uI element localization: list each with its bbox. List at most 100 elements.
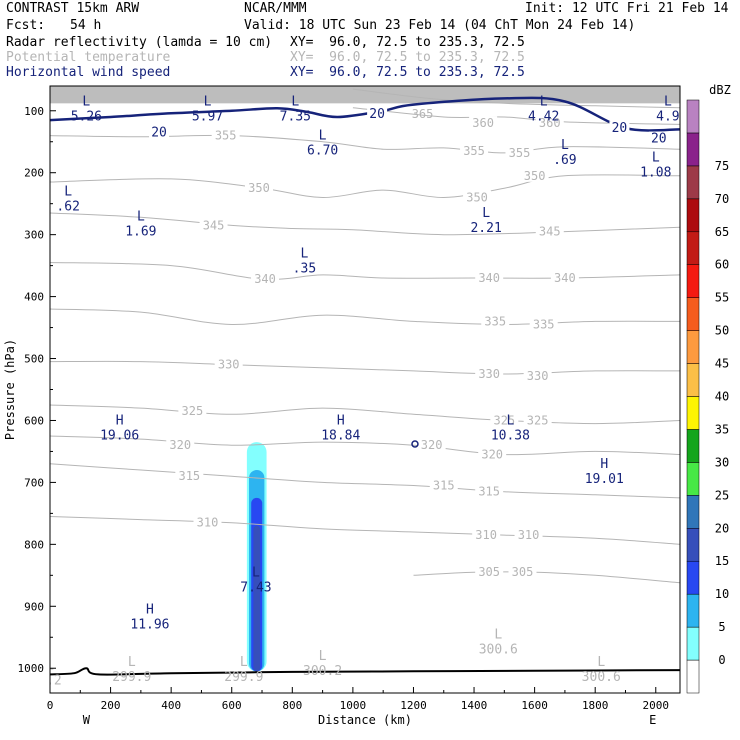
wind-contour-label: 20 [151, 125, 167, 140]
wind-extremum-marker: L [482, 206, 490, 221]
theta-contour-label: 325 [493, 413, 515, 427]
theta-contour-label: 305 [512, 565, 534, 579]
theta-contour-label: 305 [478, 565, 500, 579]
theta-extremum-marker: L [128, 655, 136, 670]
theta-contour-310 [50, 516, 680, 545]
wind-closed-contour [411, 440, 419, 448]
wind-extremum-value: 4.9 [656, 110, 679, 125]
wind-extremum-value: .35 [293, 261, 316, 276]
colorbar-level-label: 60 [715, 258, 729, 272]
model-top-shading [50, 86, 680, 104]
colorbar-level-label: 35 [715, 422, 729, 436]
plot-area: 365 360 360 355 355 355 350 350 350 345 345 340 340 3… [50, 86, 680, 688]
theta-label-bg [475, 367, 504, 381]
theta-extremum-value: 300.6 [479, 642, 518, 657]
colorbar-swatch [686, 132, 700, 167]
wind-extremum-value: .69 [553, 153, 576, 168]
wind-extremum-value: 7.35 [280, 110, 311, 125]
west-label: W [83, 713, 91, 727]
colorbar-swatch [686, 297, 700, 331]
colorbar-swatch [686, 165, 700, 200]
theta-contour-label: 345 [203, 218, 225, 232]
y-tick-label: 400 [24, 291, 44, 304]
y-axis-label: Pressure (hPa) [3, 339, 17, 440]
wind-extremum-value: 19.06 [100, 429, 139, 444]
colorbar-level-label: 50 [715, 324, 729, 338]
wind-extremum-value: 19.01 [585, 472, 624, 487]
y-tick-label: 100 [24, 105, 44, 118]
wind-extremum-marker: H [146, 603, 154, 618]
y-tick-label: 300 [24, 229, 44, 242]
theta-contour-label: 325 [182, 404, 204, 418]
theta-label-bg [193, 515, 222, 529]
theta-label-bg [460, 144, 489, 158]
wind-extremum-value: 18.84 [321, 429, 360, 444]
theta-contour-365 [352, 88, 680, 109]
wind-extremum-marker: H [600, 457, 608, 472]
field-name-wind: Horizontal wind speed [6, 65, 171, 80]
colorbar-level-label: 5 [718, 620, 725, 634]
model-title: CONTRAST 15km ARW [6, 1, 140, 16]
colorbar-level-label: 15 [715, 554, 729, 568]
colorbar-swatch [686, 560, 700, 595]
theta-label-bg [178, 404, 207, 418]
theta-contour-label: 330 [527, 369, 549, 383]
wind-extremum-marker: L [301, 246, 309, 261]
wind-extremum-value: 10.38 [491, 429, 530, 444]
theta-extremum-value: 299.9 [224, 670, 263, 685]
field-name-theta: Potential temperature [6, 50, 171, 65]
wind-label-bg [149, 125, 170, 139]
colorbar-swatch [686, 626, 700, 661]
theta-label-bg [472, 528, 501, 542]
wind-label-bg [648, 131, 669, 145]
field-name-reflectivity: Radar reflectivity (lamda = 10 cm) [6, 35, 273, 50]
theta-contour-label: 320 [481, 448, 503, 462]
theta-label-bg [251, 272, 280, 286]
theta-extremum-marker: L [597, 655, 605, 670]
wind-extremum-marker: L [137, 209, 145, 224]
theta-contour-label: 315 [178, 469, 200, 483]
wind-extremum-marker: L [64, 184, 72, 199]
colorbar-swatch [686, 396, 700, 430]
theta-contour-label: 350 [466, 190, 488, 204]
theta-contour-label: 360 [539, 116, 561, 130]
y-tick-label: 800 [24, 538, 44, 551]
colorbar-swatch [686, 99, 700, 134]
theta-label-bg [514, 528, 543, 542]
colorbar-level-label: 25 [715, 488, 729, 502]
colorbar-level-label: 30 [715, 455, 729, 469]
theta-label-bg [199, 218, 228, 232]
y-tick-label: 200 [24, 167, 44, 180]
theta-contour-label: 340 [554, 271, 576, 285]
x-tick-label: 600 [222, 699, 242, 712]
east-label: E [649, 713, 656, 727]
wind-extremum-marker: L [664, 95, 672, 110]
colorbar-swatch [686, 330, 700, 364]
colorbar-level-label: 45 [715, 357, 729, 371]
wind-extremum-value: 1.69 [125, 224, 156, 239]
x-tick-label: 0 [47, 699, 54, 712]
wind-label-bg [609, 121, 630, 135]
colorbar-swatch [686, 264, 700, 298]
theta-contour-325 [50, 404, 680, 425]
wind-contour-label: 20 [651, 132, 667, 147]
theta-contour-350 [50, 174, 680, 199]
y-axis: 100 200 300 400 500 600 700 800 900 1000 [18, 105, 56, 675]
theta-contour-label: 340 [478, 271, 500, 285]
theta-contour-label: 350 [524, 169, 546, 183]
x-tick-label: 1200 [400, 699, 427, 712]
x-tick-label: 400 [161, 699, 181, 712]
colorbar-swatch [686, 659, 700, 694]
theta-label-bg [417, 438, 446, 452]
theta-label-bg [214, 357, 243, 371]
x-tick-label: 1000 [340, 699, 367, 712]
colorbar-unit: dBZ [709, 83, 731, 97]
colorbar-swatch [686, 363, 700, 397]
theta-label-bg [535, 224, 564, 238]
theta-contour-320 [50, 435, 680, 456]
y-tick-label: 500 [24, 353, 44, 366]
wind-contour-label: 20 [369, 107, 385, 122]
colorbar-level-label: 0 [718, 653, 725, 667]
fcst-value: 54 h [70, 18, 102, 33]
theta-label-bg [211, 128, 240, 142]
